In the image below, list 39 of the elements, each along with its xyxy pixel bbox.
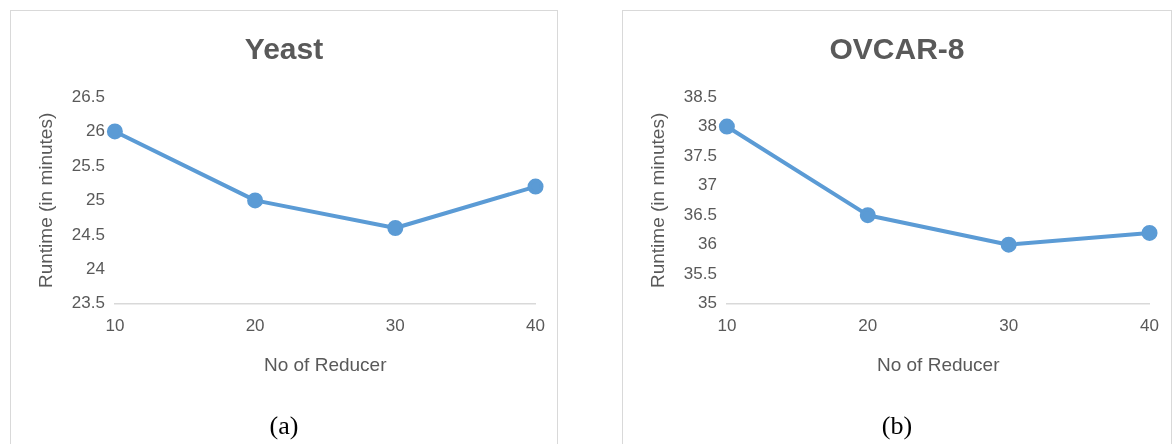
point bbox=[527, 178, 544, 195]
x-tick-label: 10 bbox=[717, 315, 737, 335]
y-tick-label: 35 bbox=[697, 293, 717, 313]
y-tick-label: 38 bbox=[697, 116, 717, 136]
x-tick-label: 40 bbox=[526, 315, 546, 335]
x-tick-label: 30 bbox=[999, 315, 1019, 335]
y-tick-label: 23.5 bbox=[71, 293, 105, 313]
y-tick-label: 37 bbox=[697, 175, 717, 195]
chart-title: Yeast bbox=[244, 32, 324, 66]
x-tick-label: 20 bbox=[858, 315, 878, 335]
point bbox=[859, 207, 876, 224]
x-tick-label: 40 bbox=[1140, 315, 1160, 335]
point bbox=[718, 118, 735, 135]
y-tick-label: 35.5 bbox=[683, 263, 717, 283]
y-tick-label: 25.5 bbox=[71, 155, 105, 175]
y-tick-label: 24.5 bbox=[71, 224, 105, 244]
x-tick-label: 30 bbox=[385, 315, 405, 335]
y-axis-title: Runtime (in minutes) bbox=[34, 112, 56, 289]
y-tick-label: 26.5 bbox=[71, 86, 105, 106]
x-axis-title: No of Reducer bbox=[263, 353, 388, 375]
x-tick-label: 20 bbox=[245, 315, 265, 335]
point bbox=[1141, 224, 1158, 241]
y-tick-label: 26 bbox=[85, 121, 105, 141]
text: (a) bbox=[268, 411, 300, 441]
x-axis-title: No of Reducer bbox=[876, 353, 1001, 375]
x-tick-label: 10 bbox=[105, 315, 125, 335]
point bbox=[387, 219, 404, 236]
y-tick-label: 37.5 bbox=[683, 145, 717, 165]
text: (b) bbox=[880, 411, 914, 441]
point bbox=[247, 192, 264, 209]
y-axis-title: Runtime (in minutes) bbox=[646, 112, 668, 289]
y-tick-label: 36.5 bbox=[683, 204, 717, 224]
y-tick-label: 38.5 bbox=[683, 86, 717, 106]
y-tick-label: 36 bbox=[697, 234, 717, 254]
point bbox=[1000, 236, 1017, 253]
point bbox=[106, 123, 123, 140]
chart-title: OVCAR-8 bbox=[829, 32, 965, 66]
y-tick-label: 25 bbox=[85, 190, 105, 210]
y-tick-label: 24 bbox=[85, 259, 105, 279]
